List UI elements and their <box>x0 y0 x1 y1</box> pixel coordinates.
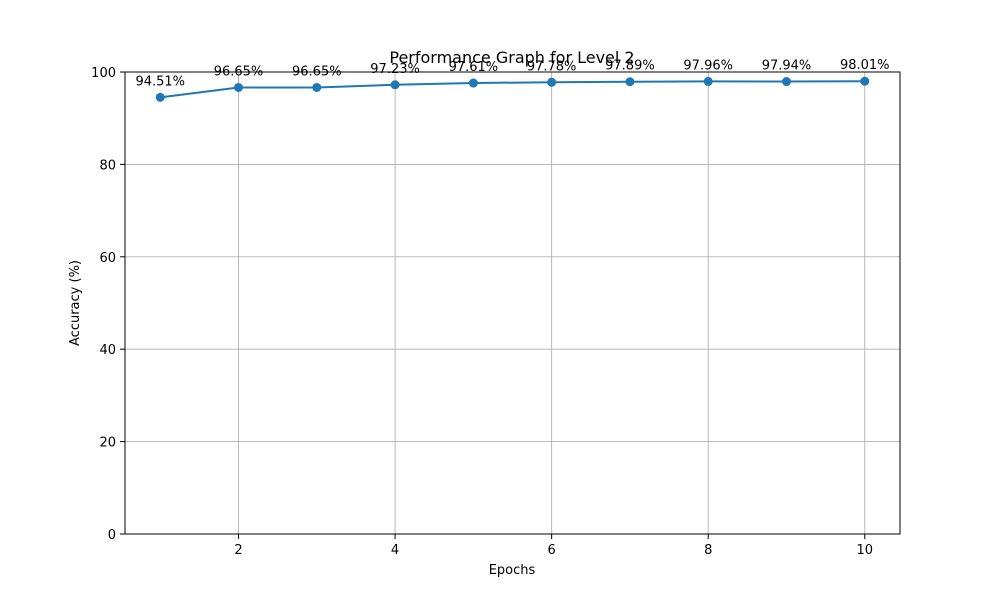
data-label: 96.65% <box>214 64 264 79</box>
data-label: 97.94% <box>762 59 812 74</box>
chart-title: Performance Graph for Level 2 <box>389 48 634 67</box>
data-point <box>781 77 791 87</box>
data-label: 98.01% <box>840 58 890 73</box>
data-point <box>390 80 400 90</box>
plot-area-frame <box>124 71 901 535</box>
x-axis-label: Epochs <box>489 563 536 578</box>
data-point <box>468 78 478 88</box>
y-tick-label: 60 <box>99 251 116 266</box>
data-label: 97.89% <box>605 59 655 74</box>
data-point <box>155 92 165 102</box>
data-label: 97.96% <box>683 58 733 73</box>
data-label: 96.65% <box>292 64 342 79</box>
data-label: 94.51% <box>135 74 185 89</box>
data-point <box>860 76 870 86</box>
data-point <box>703 76 713 86</box>
y-tick-label: 80 <box>99 158 116 173</box>
y-tick-label: 20 <box>99 436 116 451</box>
x-tick-label: 2 <box>234 543 242 558</box>
data-label: 97.61% <box>449 60 499 75</box>
x-tick-label: 4 <box>391 543 399 558</box>
data-point <box>625 77 635 87</box>
x-tick-label: 10 <box>856 543 873 558</box>
grid-lines <box>125 71 900 535</box>
data-label: 97.78% <box>527 59 577 74</box>
data-labels: 94.51% 96.65% 96.65% 97.23% 97.61% 97.78% 97.8… <box>135 58 889 89</box>
y-axis-label: Accuracy (%) <box>68 260 83 346</box>
data-point <box>547 77 557 87</box>
data-point <box>312 82 322 92</box>
y-tick-label: 0 <box>108 528 116 543</box>
y-tick-label: 100 <box>91 66 116 81</box>
series-line <box>155 76 870 102</box>
y-tick-label: 40 <box>99 343 116 358</box>
data-label: 97.23% <box>370 62 420 77</box>
data-point <box>234 82 244 92</box>
x-tick-label: 6 <box>548 543 556 558</box>
series-polyline <box>160 80 865 99</box>
x-tick-label: 8 <box>704 543 712 558</box>
